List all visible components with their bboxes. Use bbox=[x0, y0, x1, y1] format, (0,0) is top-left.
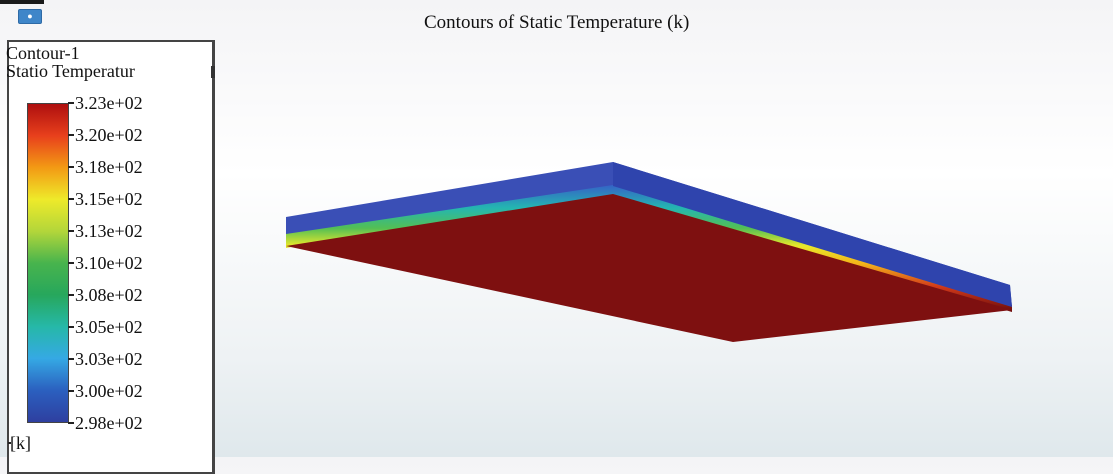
legend-tick-mark bbox=[68, 262, 74, 264]
legend-tick-mark bbox=[68, 326, 74, 328]
corner-marker bbox=[0, 0, 44, 4]
legend-tick-label: 3.00e+02 bbox=[75, 381, 143, 401]
legend-colorbar bbox=[27, 103, 69, 423]
contour-plate-view bbox=[286, 162, 1012, 342]
legend-tick-mark bbox=[68, 102, 74, 104]
legend-tick-mark bbox=[68, 358, 74, 360]
legend-tick-label: 3.20e+02 bbox=[75, 125, 143, 145]
view-title: Contours of Static Temperature (k) bbox=[424, 12, 690, 33]
plate-interface-layer bbox=[286, 185, 1012, 312]
legend-tick-label: 3.08e+02 bbox=[75, 285, 143, 305]
legend-tick-label: 3.13e+02 bbox=[75, 221, 143, 241]
legend-tick-mark bbox=[68, 166, 74, 168]
legend-tick-label: 3.23e+02 bbox=[75, 93, 143, 113]
unit-tick-mark bbox=[8, 442, 11, 444]
legend-tick-mark bbox=[68, 294, 74, 296]
plate-bottom-face bbox=[286, 194, 1012, 342]
legend-tick-label: 3.15e+02 bbox=[75, 189, 143, 209]
legend-tick-mark bbox=[68, 198, 74, 200]
legend-tick-label: 3.18e+02 bbox=[75, 157, 143, 177]
legend-tick-mark bbox=[68, 134, 74, 136]
legend-tick-mark bbox=[68, 390, 74, 392]
camera-view-icon[interactable]: ● bbox=[18, 9, 42, 24]
legend-tick-label: 3.03e+02 bbox=[75, 349, 143, 369]
legend-variable: Statio Temperatur bbox=[6, 61, 135, 81]
legend-tick-label: 3.05e+02 bbox=[75, 317, 143, 337]
legend-unit: [k] bbox=[10, 433, 31, 453]
legend-tick-mark bbox=[68, 230, 74, 232]
plate-top-face bbox=[286, 162, 1012, 307]
legend-tick-label: 3.10e+02 bbox=[75, 253, 143, 273]
legend-tick-label: 2.98e+02 bbox=[75, 413, 143, 433]
legend-tick-mark bbox=[68, 422, 74, 424]
plate-right-face bbox=[613, 162, 1012, 307]
legend-panel-handle[interactable] bbox=[211, 66, 215, 78]
legend-name: Contour-1 bbox=[6, 43, 80, 63]
